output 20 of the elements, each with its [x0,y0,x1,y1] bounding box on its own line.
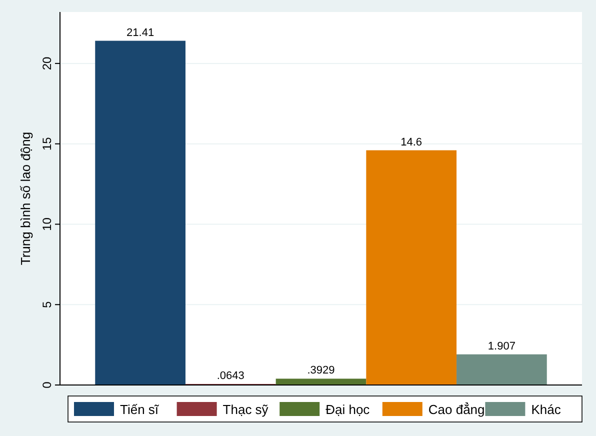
y-tick-label: 5 [40,300,54,308]
legend-label: Cao đẳng [428,402,485,417]
y-tick-label: 0 [40,381,54,388]
bar [456,354,547,385]
y-axis-title: Trung bình số lao động [18,132,33,266]
data-label: 21.41 [126,26,154,39]
bar [276,378,366,385]
data-label: .3929 [307,364,335,377]
y-tick-label: 20 [40,56,54,70]
legend-label: Đại học [326,402,370,417]
data-label: 14.6 [400,136,422,148]
y-tick-label: 10 [40,217,54,231]
bar [95,40,186,385]
data-label: 1.907 [488,340,516,352]
legend-label: Khác [531,402,562,417]
bar [366,150,457,385]
legend-label: Tiến sĩ [120,402,160,417]
y-tick-label: 15 [40,136,54,151]
legend-label: Thạc sỹ [222,402,269,417]
data-label: .0643 [216,370,244,382]
